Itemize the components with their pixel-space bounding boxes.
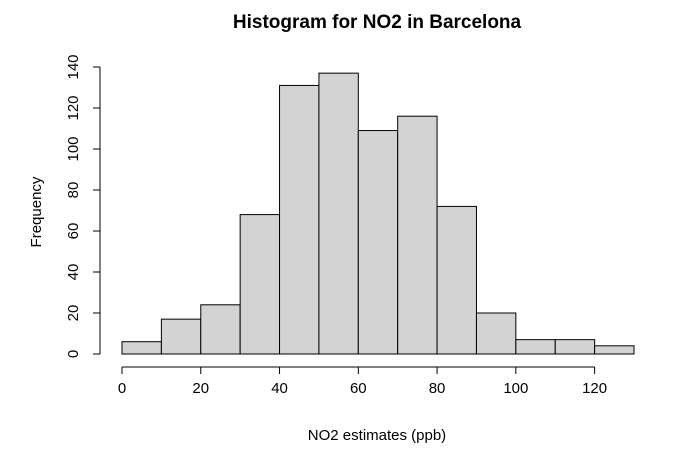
x-tick-label: 60 — [350, 380, 367, 397]
y-tick-label: 80 — [65, 182, 82, 199]
histogram-bar — [397, 115, 438, 355]
histogram-bar — [318, 72, 359, 355]
histogram-bar — [357, 130, 399, 355]
x-axis: 0 20 40 60 80 100 120 — [118, 366, 607, 397]
y-tick-label: 60 — [65, 223, 82, 240]
histogram-bar — [121, 341, 162, 355]
x-tick-label: 0 — [118, 380, 126, 397]
histogram-bar — [594, 345, 635, 355]
chart-title: Histogram for NO2 in Barcelona — [233, 12, 522, 33]
histogram-bar — [436, 205, 477, 355]
y-tick-label: 20 — [65, 305, 82, 322]
histogram-bar — [475, 312, 517, 355]
histogram-bar — [279, 84, 320, 355]
histogram-bar — [160, 318, 202, 355]
y-tick-label: 120 — [65, 95, 82, 120]
x-axis-label: NO2 estimates (ppb) — [308, 427, 446, 444]
x-tick-label: 20 — [192, 380, 209, 397]
x-tick-label: 40 — [271, 380, 288, 397]
histogram-bar — [200, 304, 241, 355]
x-tick-label: 80 — [429, 380, 446, 397]
y-tick-label: 100 — [65, 136, 82, 161]
histogram-bar — [554, 339, 596, 355]
y-tick-label: 40 — [65, 264, 82, 281]
y-axis-label: Frequency — [28, 176, 45, 247]
histogram-bar — [239, 214, 281, 355]
x-tick-label: 100 — [503, 380, 528, 397]
y-axis: 0 20 40 60 80 100 120 140 — [65, 54, 101, 358]
y-tick-label: 140 — [65, 54, 82, 79]
x-tick-label: 120 — [582, 380, 607, 397]
y-tick-label: 0 — [65, 350, 82, 358]
histogram-bar — [515, 339, 556, 355]
bars-group — [121, 72, 635, 355]
